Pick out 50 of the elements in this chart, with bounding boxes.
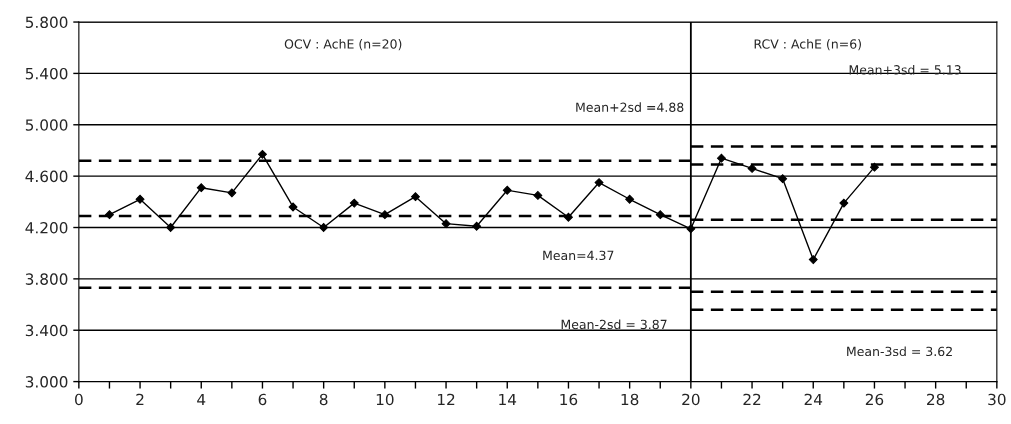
x-tick-label: 8	[319, 393, 328, 406]
x-tick-label: 14	[499, 393, 517, 406]
point	[196, 183, 206, 193]
point	[717, 153, 726, 163]
y-tick-label: 5.000	[25, 119, 68, 131]
y-tick-label: 3.000	[25, 376, 68, 388]
x-tick-label: 2	[136, 393, 144, 406]
x-tick-label: 28	[927, 393, 945, 406]
point	[839, 198, 849, 208]
y-tick-label: 5.800	[25, 16, 68, 29]
point	[411, 192, 420, 202]
annotation: OCV : AchE (n=20)	[284, 39, 402, 51]
x-tick-label: 6	[258, 393, 267, 406]
x-tick-label: 0	[75, 393, 83, 406]
point	[533, 190, 543, 200]
x-tick-label: 4	[197, 393, 206, 406]
x-tick-label: 20	[682, 393, 700, 406]
annotation: Mean-3sd = 3.62	[847, 346, 952, 357]
x-tick-label: 10	[376, 393, 394, 406]
y-tick-label: 3.800	[25, 273, 68, 285]
point	[227, 188, 237, 198]
point	[594, 178, 604, 188]
point	[808, 255, 818, 265]
point	[258, 149, 267, 159]
y-tick-label: 3.400	[25, 324, 68, 337]
x-tick-label: 24	[804, 393, 823, 406]
y-tick-label: 4.600	[25, 170, 68, 183]
point	[319, 223, 329, 232]
annotation: RCV : AchE (n=6)	[754, 39, 861, 51]
x-tick-label: 26	[865, 393, 884, 406]
x-tick-label: 30	[988, 393, 1006, 406]
annotation: Mean=4.37	[543, 250, 614, 261]
y-tick-label: 5.400	[25, 67, 68, 80]
point	[625, 194, 635, 204]
point	[778, 174, 788, 184]
point	[472, 221, 482, 231]
point	[166, 223, 176, 232]
y-tick-label: 4.200	[25, 221, 68, 234]
x-tick-label: 22	[743, 393, 761, 406]
annotation: Mean+2sd =4.88	[576, 102, 684, 112]
annotation: Mean-2sd = 3.87	[561, 319, 667, 330]
point	[502, 185, 512, 195]
point	[135, 194, 145, 204]
annotation: Mean+3sd = 5.13	[849, 64, 961, 75]
point	[441, 219, 451, 229]
x-tick-label: 12	[438, 393, 455, 406]
x-tick-label: 16	[560, 393, 578, 406]
point	[288, 202, 298, 212]
x-tick-label: 18	[621, 393, 639, 406]
point	[349, 198, 359, 208]
